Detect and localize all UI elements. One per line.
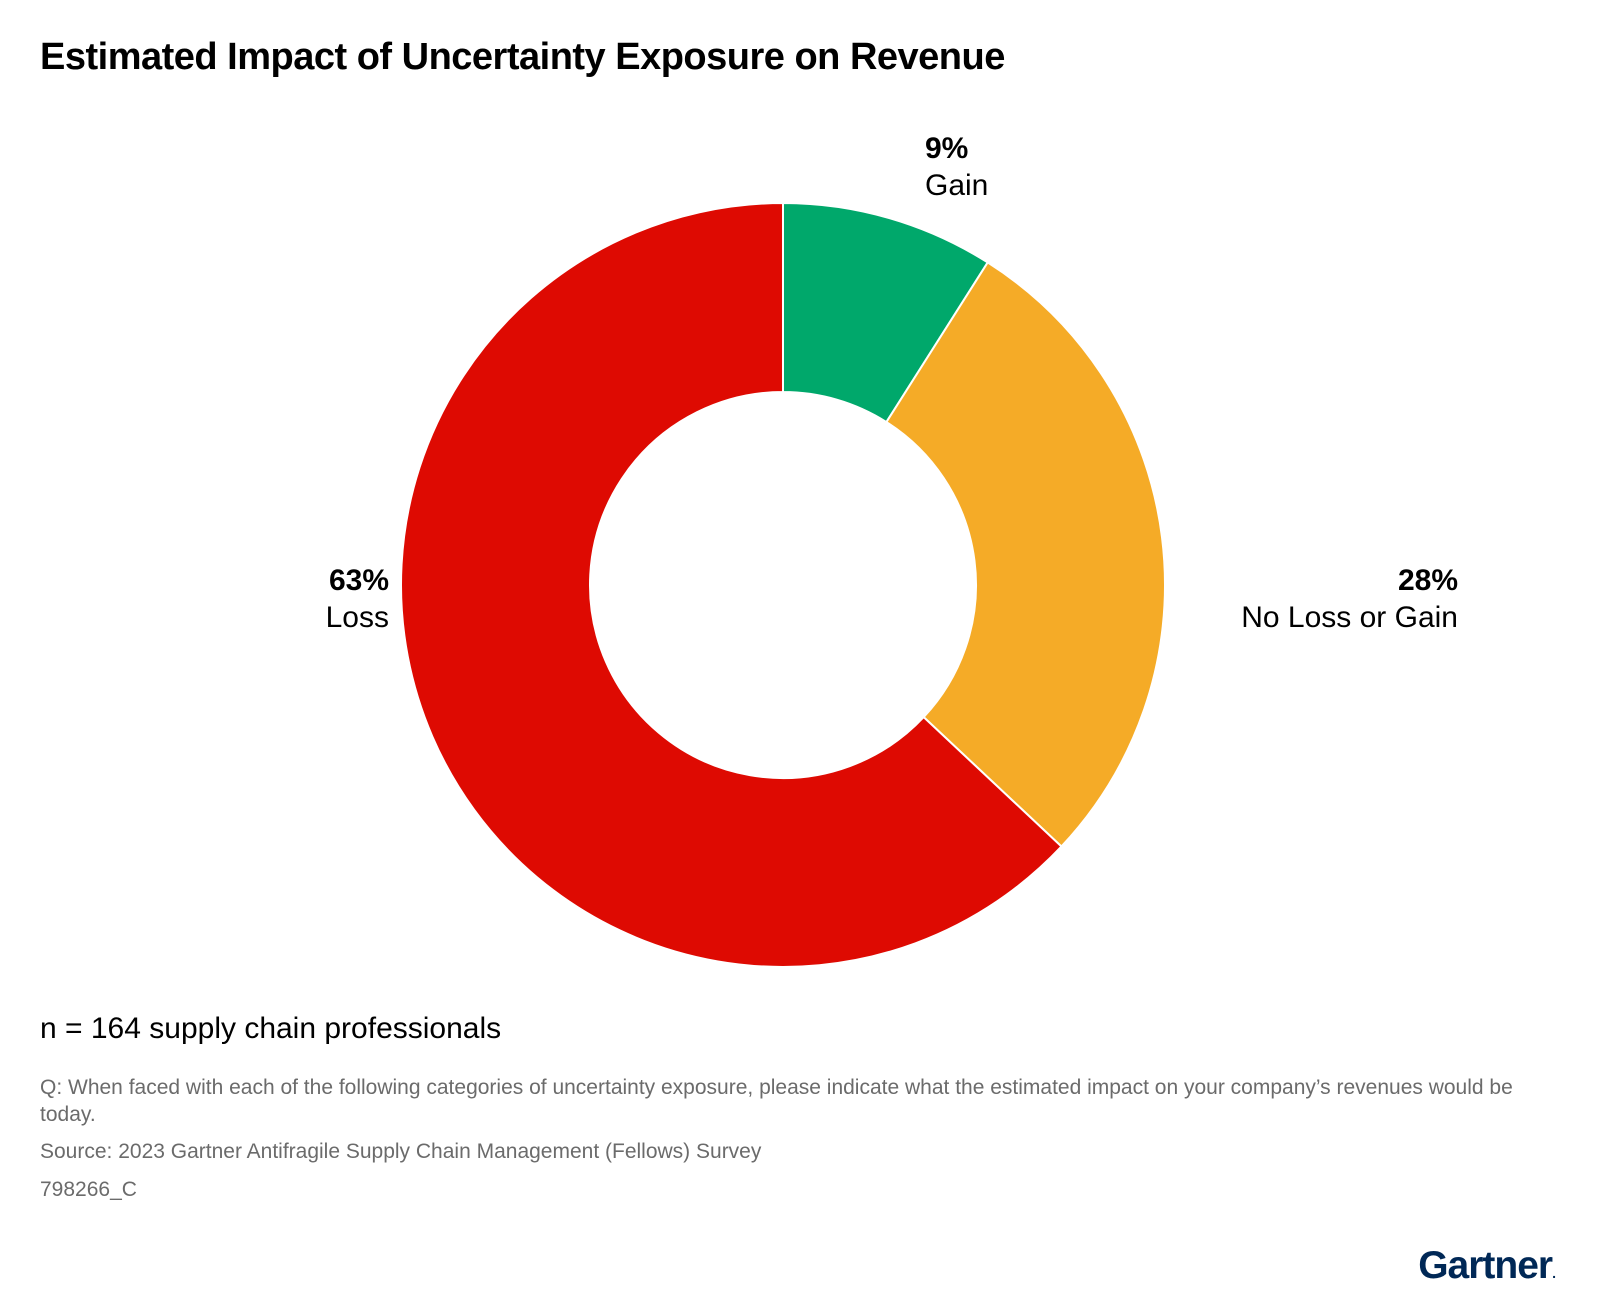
gartner-logo: Gartner. [1418, 1244, 1556, 1288]
donut-chart [400, 201, 1167, 968]
donut-slice-no-loss-or-gain [885, 261, 1167, 848]
slice-label-loss: 63% Loss [326, 562, 389, 636]
survey-question-note: Q: When faced with each of the following… [40, 1076, 1513, 1126]
data-label-gain-name: Gain [925, 169, 989, 202]
sample-size-note: n = 164 supply chain professionals [40, 1012, 502, 1045]
data-label-loss-name: Loss [325, 601, 389, 634]
donut-slice-loss [400, 201, 1063, 968]
source-note: Source: 2023 Gartner Antifragile Supply … [40, 1140, 762, 1163]
gartner-logo-mark: . [1552, 1265, 1556, 1281]
slice-label-no-loss-or-gain: 28% No Loss or Gain [1241, 562, 1458, 636]
figure-code: 798266_C [40, 1178, 137, 1201]
chart-title: Estimated Impact of Uncertainty Exposure… [40, 36, 1005, 78]
data-label-no-loss-or-gain-value: 28% [1397, 564, 1458, 597]
gartner-logo-text: Gartner [1418, 1244, 1553, 1287]
data-label-loss-value: 63% [328, 564, 389, 597]
data-label-no-loss-or-gain-name: No Loss or Gain [1241, 601, 1458, 634]
slice-label-gain: 9% Gain [925, 130, 988, 204]
data-label-gain-value: 9% [925, 132, 969, 165]
